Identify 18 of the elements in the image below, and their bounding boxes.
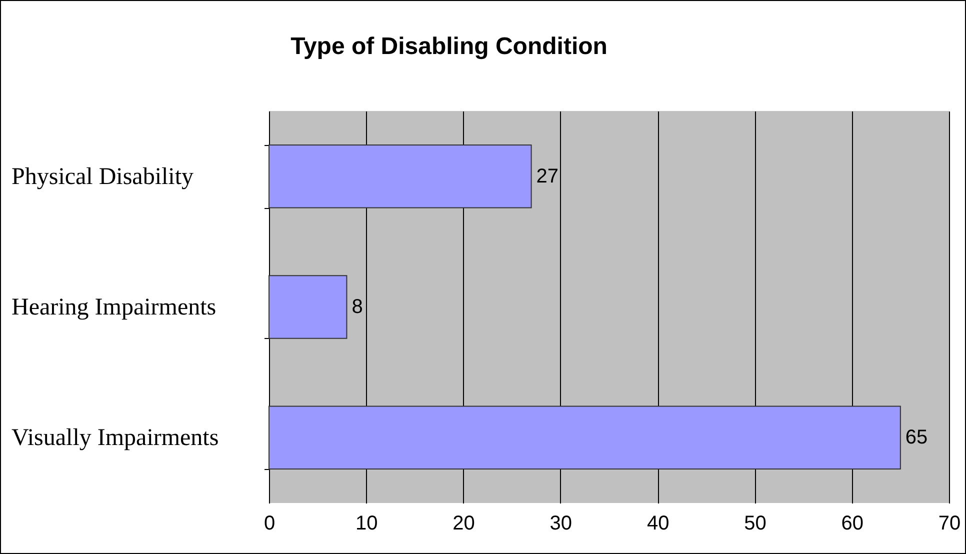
data-label: 65 <box>905 426 928 449</box>
chart-title: Type of Disabling Condition <box>290 33 608 60</box>
x-tick-label: 60 <box>841 512 864 534</box>
bar <box>268 144 532 208</box>
data-label: 27 <box>536 165 559 188</box>
x-tick-label: 20 <box>452 512 475 534</box>
bar <box>268 275 348 339</box>
x-tick-label: 70 <box>938 512 961 534</box>
x-tick-label: 30 <box>550 512 572 534</box>
bar <box>268 406 901 470</box>
x-tick-label: 0 <box>264 512 276 534</box>
x-tick-label: 10 <box>356 512 378 534</box>
data-label: 8 <box>352 296 363 318</box>
y-tick-label: Hearing Impairments <box>12 294 216 320</box>
x-tick-label: 40 <box>646 512 670 534</box>
x-tick-label: 50 <box>744 512 766 534</box>
y-tick-label: Visually Impairments <box>12 425 219 452</box>
y-tick-label: Physical Disability <box>12 164 194 190</box>
